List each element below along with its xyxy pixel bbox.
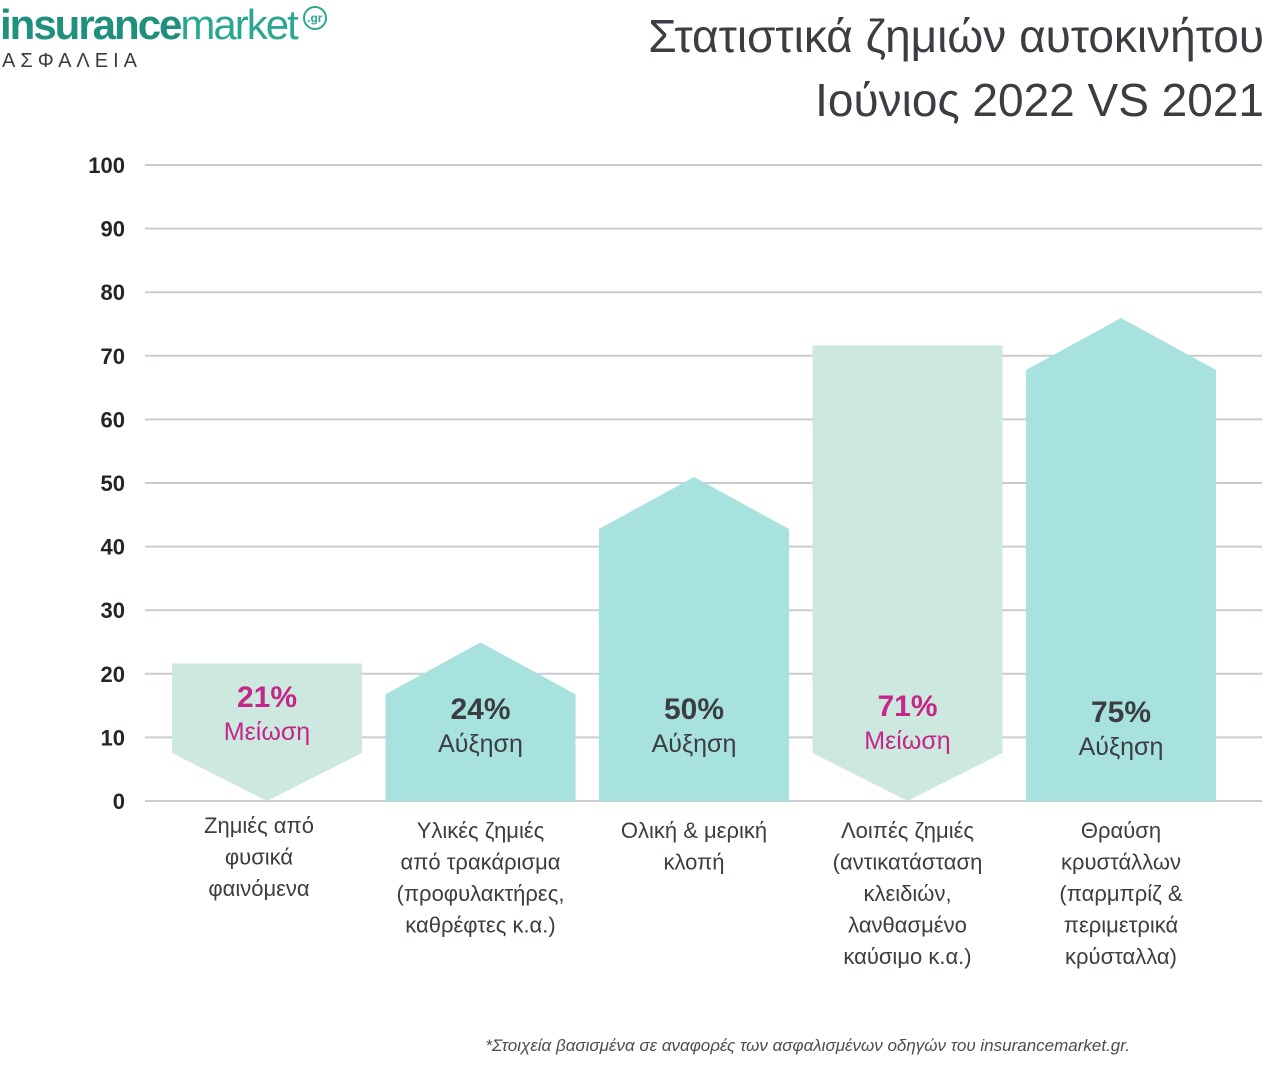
bar-value-label: 75% [1091,696,1151,729]
chart-subtitle: Ιούνιος 2022 VS 2021 [815,74,1264,126]
chart-title-block: Στατιστικά ζημιών αυτοκινήτου Ιούνιος 20… [648,4,1264,132]
bar-direction-label: Αύξηση [438,730,523,758]
y-tick-label: 80 [101,280,125,305]
bar-increase [385,642,576,801]
y-tick-label: 100 [88,153,125,178]
y-tick-label: 20 [101,662,125,687]
category-label: (παρμπρίζ & [1059,881,1182,906]
category-label: κλειδιών, [863,881,951,906]
brand-tagline: ΑΣΦΑΛΕΙΑ [2,50,143,72]
y-tick-label: 70 [101,344,125,369]
bar-decrease [812,345,1003,801]
category-label: από τρακάρισμα [401,850,561,875]
category-label: καύσιμο κ.α.) [843,944,971,969]
labels-layer: 21% Μείωση Ζημιές από φυσικά φαινόμενα 24% Αύξ… [204,681,1183,969]
bar-direction-label: Μείωση [224,718,310,746]
category-label: Θραύση [1081,818,1161,843]
category-label: κρύσταλλα) [1065,944,1177,969]
bar-decrease [172,663,362,801]
bar-value-label: 21% [237,681,297,714]
category-label: (αντικατάσταση [833,850,983,875]
category-label: Λοιπές ζημιές [841,818,974,843]
brand-tld-badge: .gr [302,6,327,30]
category-label: Υλικές ζημιές [417,818,545,843]
bar-increase [1026,318,1216,801]
y-tick-label: 30 [101,598,125,623]
y-tick-label: 90 [101,217,125,242]
category-label: (προφυλακτήρες, [397,881,565,906]
bar-increase [599,477,789,801]
bar-direction-label: Αύξηση [1079,733,1164,761]
y-tick-label: 40 [101,535,125,560]
footnote: *Στοιχεία βασισμένα σε αναφορές των ασφα… [485,1036,1130,1055]
y-tick-label: 60 [101,407,125,432]
bar-direction-label: Μείωση [864,727,950,755]
category-label: Ολική & μερική [621,818,767,843]
category-label: κρυστάλλων [1061,850,1181,875]
bar-value-label: 24% [450,693,510,726]
bars-layer [172,318,1216,801]
y-tick-label: 50 [101,471,125,496]
category-label: φυσικά [225,845,293,870]
category-label: περιμετρικά [1064,913,1179,938]
category-label: φαινόμενα [208,876,310,901]
category-label: καθρέφτες κ.α.) [405,913,555,938]
bar-value-label: 50% [664,693,724,726]
category-label: λανθασμένο [848,913,967,938]
brand-name-bold: insurance [0,1,182,48]
brand-name-light: market [180,1,298,48]
chart-title: Στατιστικά ζημιών αυτοκινήτου [648,10,1264,62]
brand-wordmark: insurancemarket .gr [0,2,327,48]
bar-value-label: 71% [877,690,937,723]
brand-logo: insurancemarket .gr ΑΣΦΑΛΕΙΑ [0,2,327,73]
category-label: Ζημιές από [204,813,314,838]
category-label: κλοπή [663,850,724,875]
y-tick-label: 0 [113,789,125,814]
bar-direction-label: Αύξηση [652,730,737,758]
y-tick-label: 10 [101,725,125,750]
